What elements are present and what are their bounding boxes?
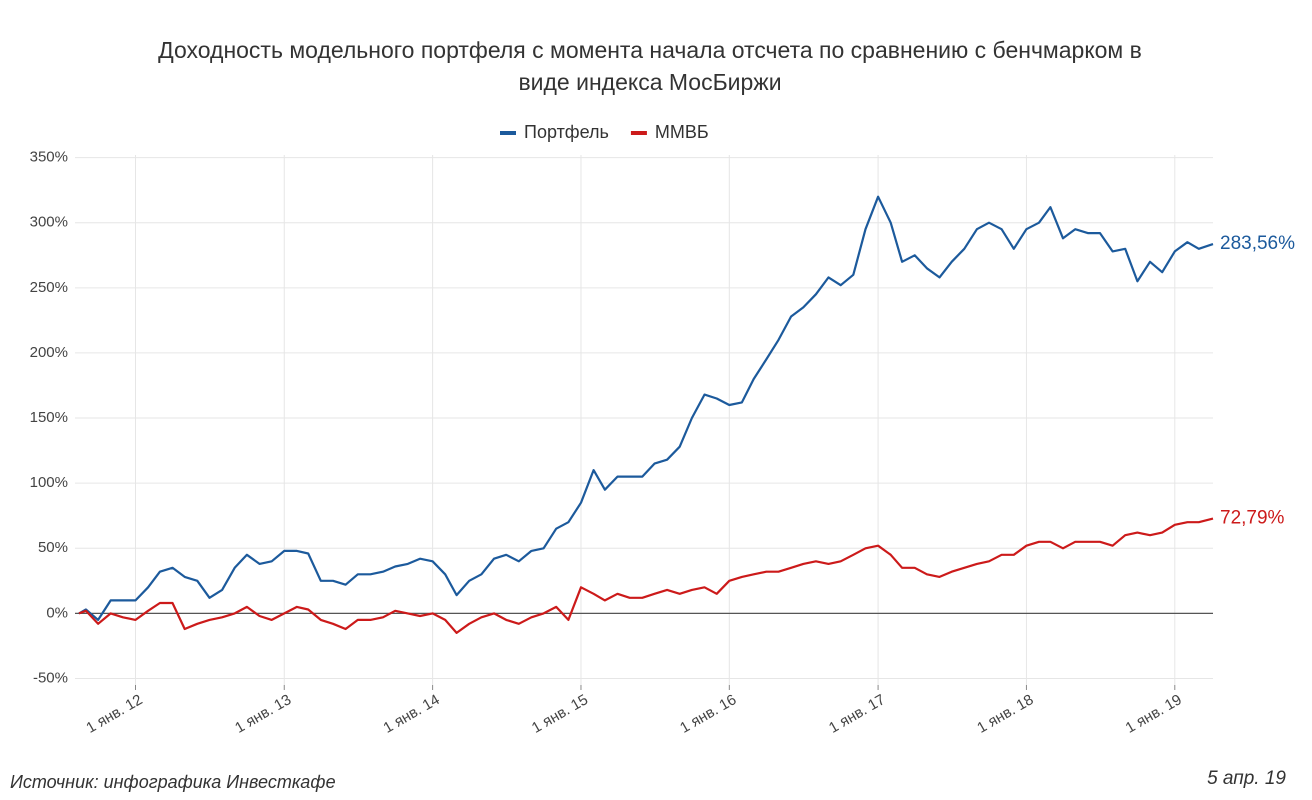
y-tick-label: -50%: [33, 669, 68, 686]
x-tick-label: 1 янв. 19: [1123, 691, 1185, 737]
chart-title: Доходность модельного портфеля с момента…: [158, 37, 1142, 95]
x-tick-label: 1 янв. 16: [677, 691, 739, 737]
end-label: 72,79%: [1220, 508, 1285, 529]
y-tick-label: 50%: [38, 539, 68, 556]
y-tick-label: 150%: [30, 409, 68, 426]
y-tick-label: 350%: [30, 149, 68, 166]
end-label: 283,56%: [1220, 233, 1295, 254]
y-tick-label: 300%: [30, 214, 68, 231]
chart: -50% 0% 50% 100% 150% 200% 250% 300% 350% 1 янв. …: [30, 122, 1295, 737]
x-tick-label: 1 янв. 17: [826, 691, 888, 737]
y-tick-label: 100%: [30, 474, 68, 491]
x-tick-label: 1 янв. 14: [380, 691, 442, 737]
date-note: 5 апр. 19: [1207, 768, 1286, 789]
series-line: [78, 195, 1214, 621]
source-note: Источник: инфографика Инвесткафе: [10, 772, 336, 792]
y-tick-label: 250%: [30, 279, 68, 296]
x-tick-label: 1 янв. 15: [529, 691, 591, 737]
x-tick-label: 1 янв. 18: [974, 691, 1036, 737]
y-tick-label: 0%: [46, 604, 68, 621]
x-tick-label: 1 янв. 12: [83, 691, 145, 737]
series-line: [78, 517, 1214, 634]
legend-label: Портфель: [524, 122, 609, 142]
x-tick-label: 1 янв. 13: [232, 691, 294, 737]
legend-label: ММВБ: [655, 122, 709, 142]
y-tick-label: 200%: [30, 344, 68, 361]
